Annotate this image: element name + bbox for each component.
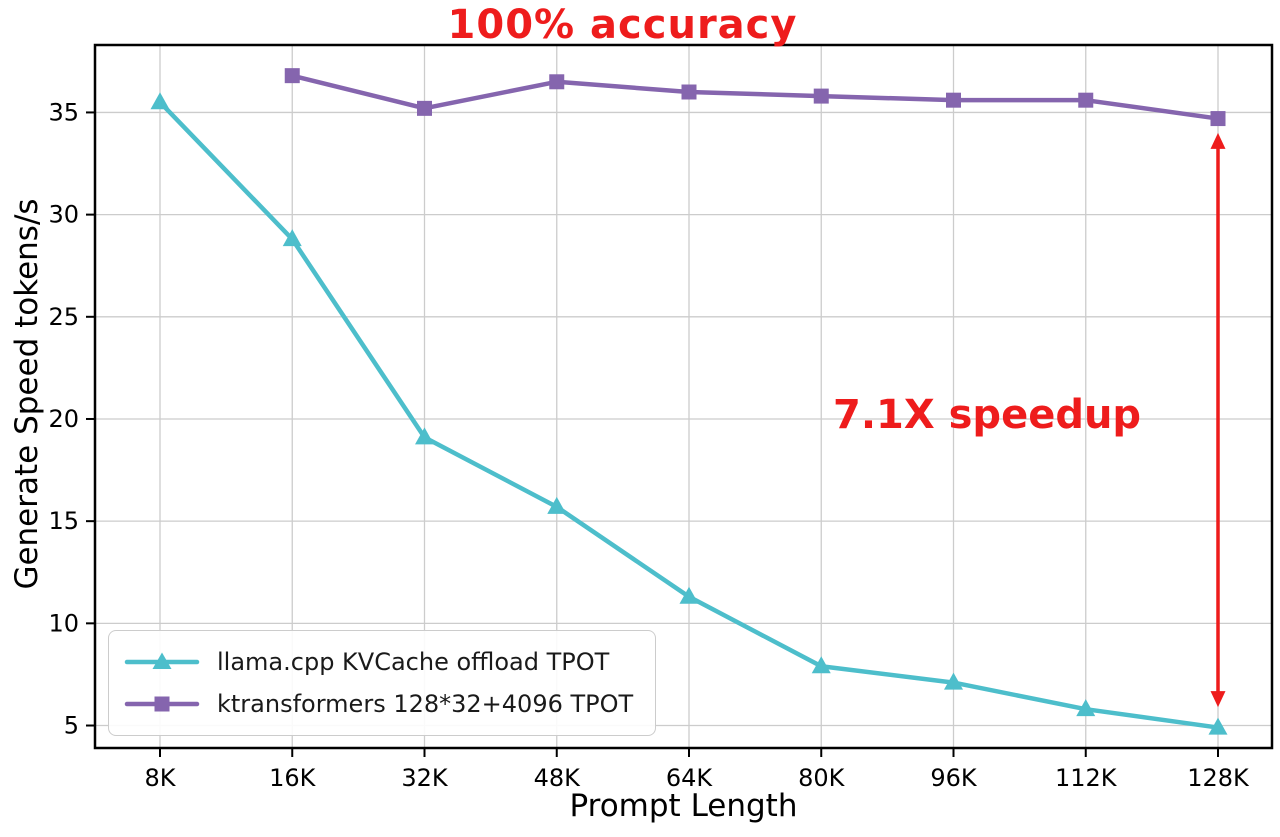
legend-label-ktransformers: ktransformers 128*32+4096 TPOT — [217, 690, 634, 718]
square-marker-sample-icon — [124, 696, 200, 712]
legend-label-llamacpp: llama.cpp KVCache offload TPOT — [217, 648, 610, 676]
svg-text:30: 30 — [48, 201, 79, 229]
legend-entry-ktransformers: ktransformers 128*32+4096 TPOT — [121, 683, 633, 725]
svg-text:10: 10 — [48, 609, 79, 637]
speedup-annotation: 7.1X speedup — [833, 392, 1142, 438]
y-axis-label: Generate Speed tokens/s — [9, 198, 45, 590]
accuracy-annotation: 100% accuracy — [447, 2, 798, 48]
svg-text:32K: 32K — [401, 764, 449, 792]
svg-text:64K: 64K — [666, 764, 714, 792]
legend: llama.cpp KVCache offload TPOT ktransfor… — [108, 630, 657, 736]
legend-entry-llamacpp: llama.cpp KVCache offload TPOT — [121, 641, 633, 683]
svg-text:112K: 112K — [1055, 764, 1118, 792]
svg-text:5: 5 — [64, 712, 79, 740]
svg-text:48K: 48K — [534, 764, 582, 792]
svg-text:16K: 16K — [269, 764, 317, 792]
svg-text:25: 25 — [48, 303, 79, 331]
svg-text:80K: 80K — [798, 764, 846, 792]
svg-text:20: 20 — [48, 405, 79, 433]
svg-text:96K: 96K — [930, 764, 978, 792]
x-axis-label: Prompt Length — [569, 788, 798, 824]
svg-text:128K: 128K — [1187, 764, 1250, 792]
svg-text:15: 15 — [48, 507, 79, 535]
svg-text:8K: 8K — [144, 764, 176, 792]
triangle-marker-sample-icon — [124, 652, 200, 669]
svg-text:35: 35 — [48, 98, 79, 126]
